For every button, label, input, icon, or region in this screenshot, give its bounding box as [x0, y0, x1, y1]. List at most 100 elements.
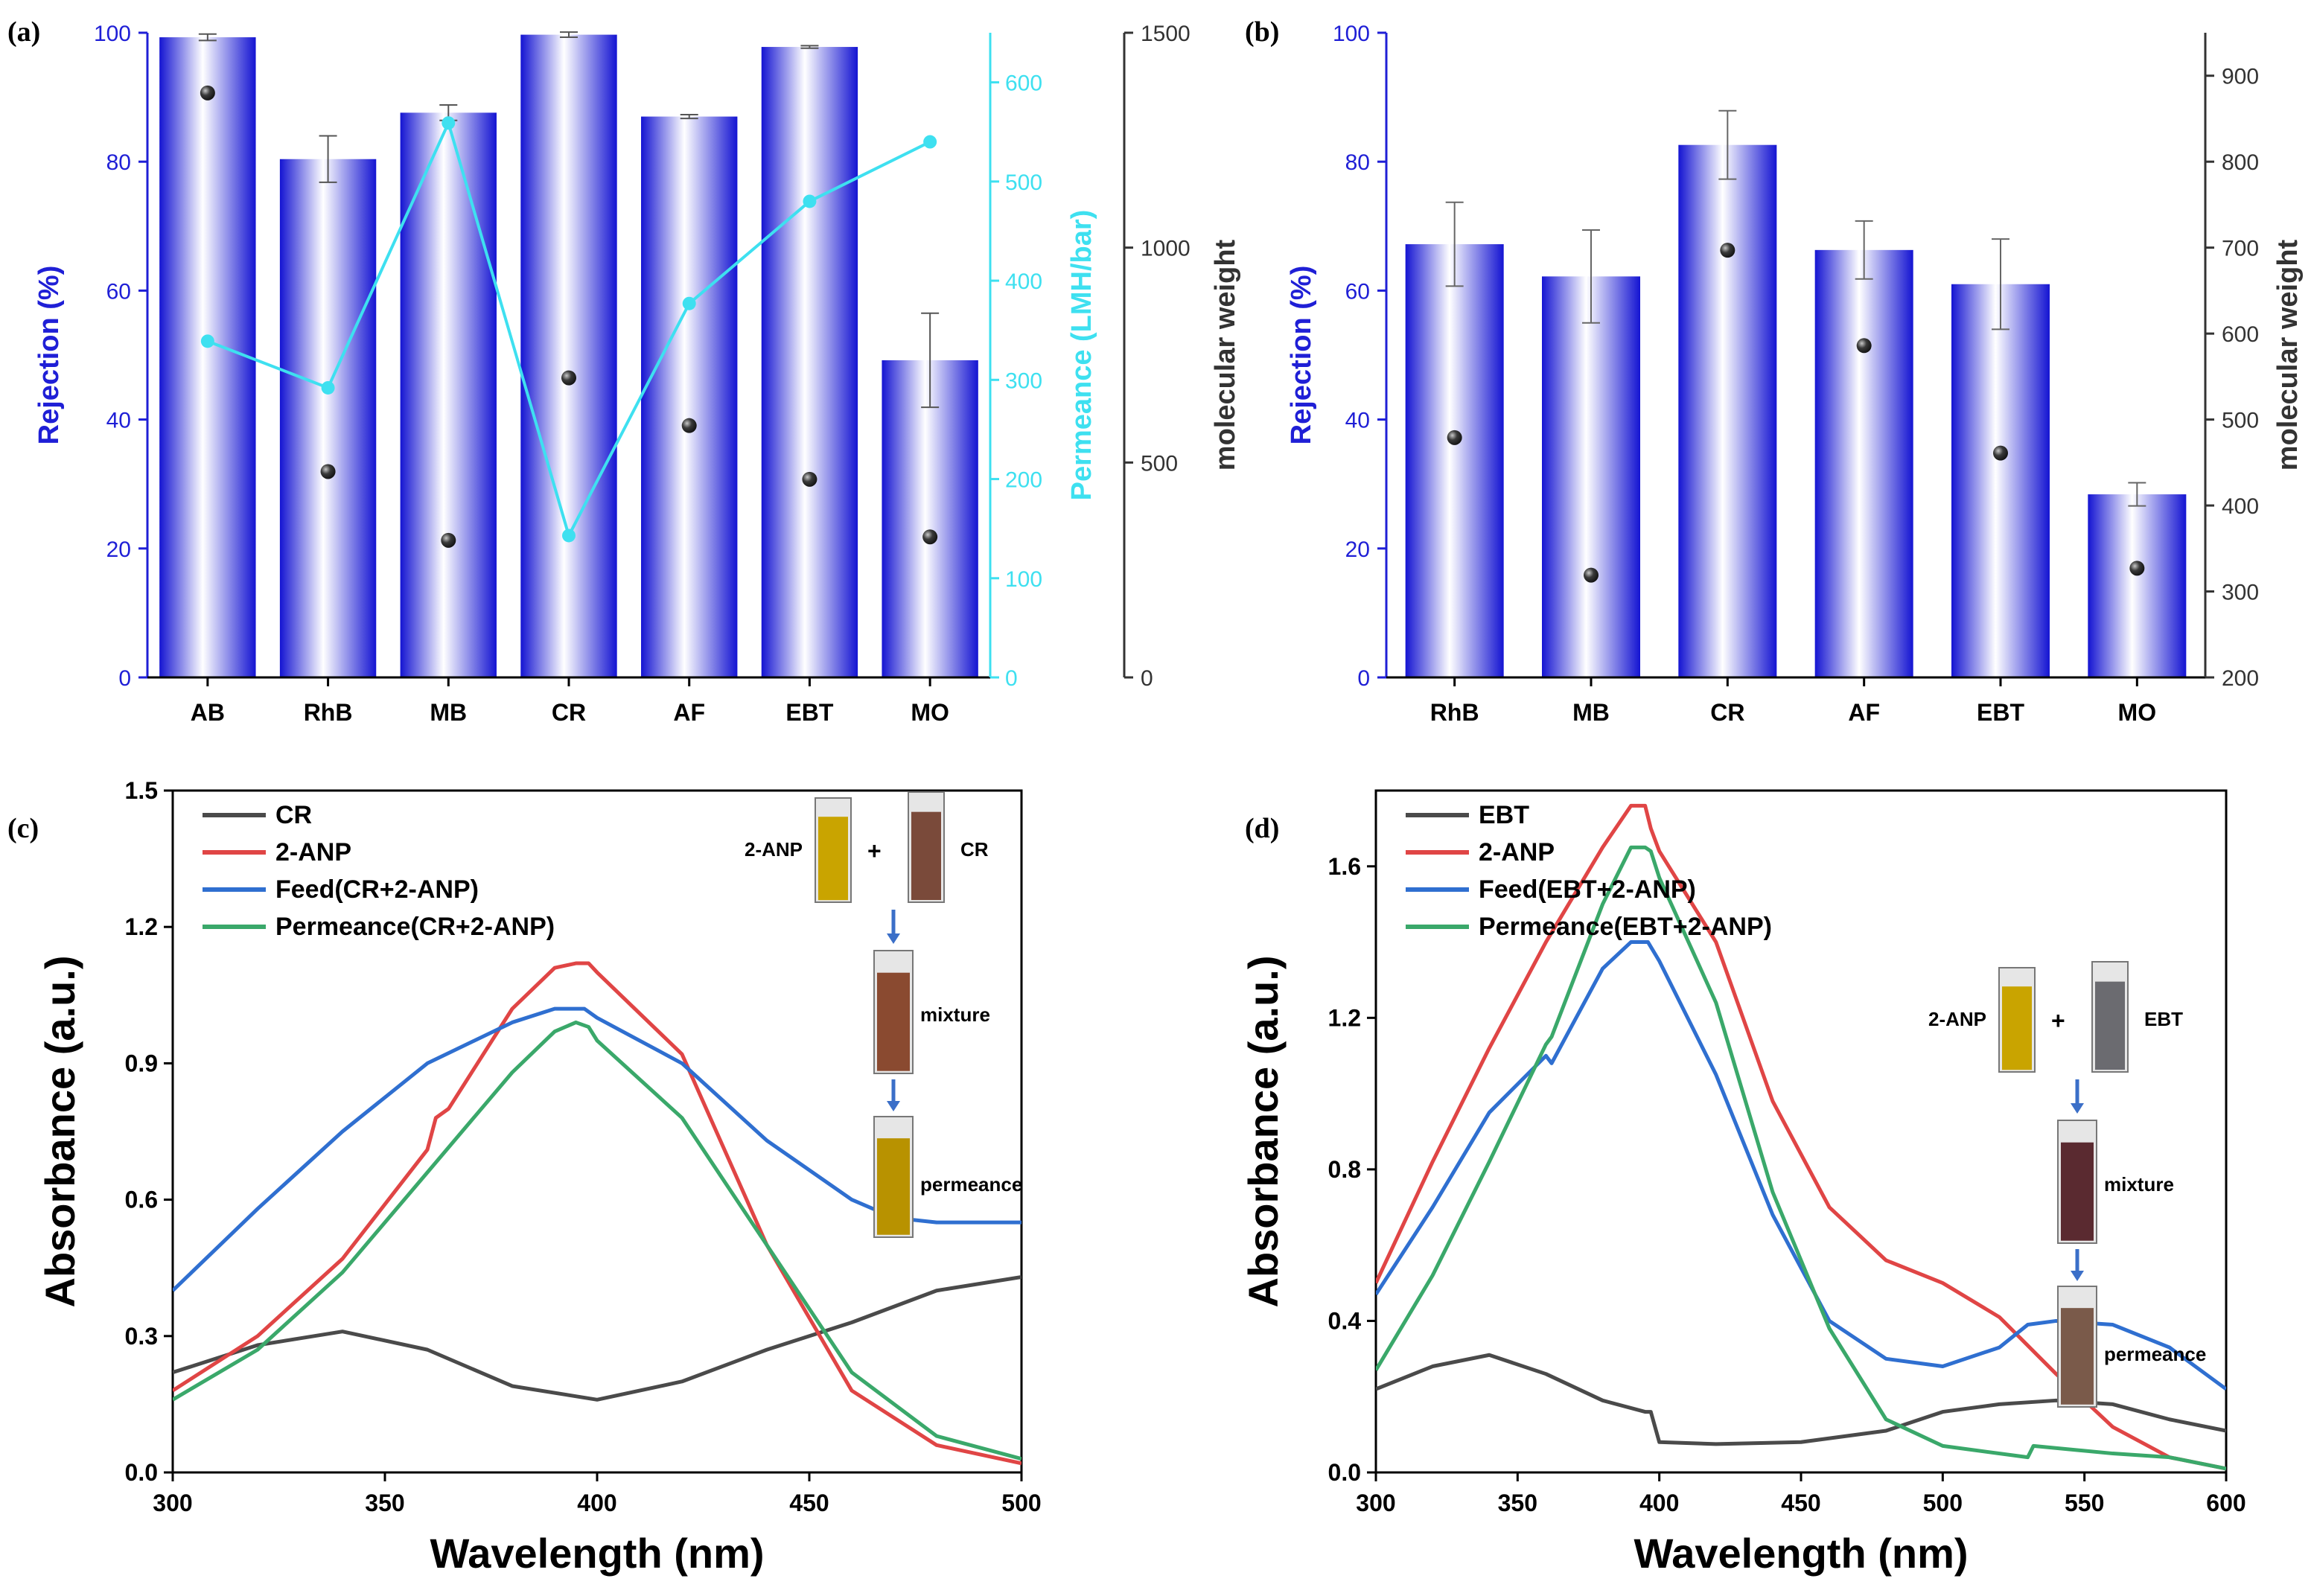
molecular-weight-point	[802, 471, 817, 487]
panel-label: (a)	[7, 16, 40, 48]
molecular-weight-point	[320, 464, 336, 479]
inset-plus: +	[867, 837, 882, 864]
left-axis-label: Rejection (%)	[1286, 266, 1317, 445]
x-tick-label: MO	[2118, 699, 2157, 726]
mw-tick-label: 200	[2222, 666, 2259, 691]
y-tick-label: 0.8	[1328, 1156, 1361, 1183]
x-tick-label: 350	[365, 1490, 404, 1516]
molecular-weight-point	[200, 85, 215, 100]
vial-b-liquid	[2095, 981, 2125, 1070]
y-axis-label: Absorbance (a.u.)	[1240, 956, 1287, 1308]
legend-label: Feed(EBT+2-ANP)	[1479, 875, 1696, 904]
left-axis-label: Rejection (%)	[34, 266, 65, 445]
molecular-weight-point	[1584, 567, 1599, 583]
inset-label-b: CR	[960, 838, 989, 861]
legend-label: CR	[275, 801, 312, 829]
left-tick-label: 80	[1345, 150, 1370, 175]
permeance-tick-label: 100	[1005, 567, 1042, 592]
inset-mixture: mixture	[2104, 1173, 2174, 1196]
rejection-bar	[1951, 284, 2050, 677]
panel-d: (d) 300 350 400 450 500 550 600 0.0 0.4 0.8 1.2 1.6 W…	[1240, 789, 2246, 1577]
x-tick-label: 450	[789, 1490, 829, 1516]
vial-mixture-liquid	[877, 972, 910, 1071]
mw-tick-label: 1000	[1141, 237, 1191, 261]
x-tick-label: 450	[1781, 1490, 1820, 1516]
vial-b-liquid	[911, 811, 941, 901]
x-tick-label: AF	[1848, 699, 1880, 726]
molecular-weight-point	[1993, 445, 2008, 461]
x-tick-label: 350	[1498, 1490, 1537, 1516]
molecular-weight-point	[1856, 338, 1872, 354]
panel-b: (b) 0 20 40 60 80 100 Rejection (%) RhB MB CR AF EBT…	[1245, 16, 2304, 726]
x-tick-label: RhB	[304, 699, 353, 726]
molecular-weight-point	[441, 532, 456, 548]
permeance-point	[562, 529, 576, 543]
rejection-bar	[641, 116, 738, 677]
rejection-bar	[1542, 276, 1640, 677]
permeance-tick-label: 600	[1005, 71, 1042, 96]
permeance-tick-label: 400	[1005, 269, 1042, 294]
mw-tick-label: 900	[2222, 65, 2259, 89]
panel-label: (d)	[1245, 813, 1279, 844]
molecular-weight-point	[2129, 561, 2145, 576]
x-tick-label: MO	[911, 699, 949, 726]
inset-plus: +	[2051, 1007, 2065, 1034]
x-tick-label: 500	[1001, 1490, 1041, 1516]
panel-label: (b)	[1245, 16, 1279, 48]
legend-label: 2-ANP	[275, 838, 351, 866]
x-tick-label: 300	[1356, 1490, 1395, 1516]
legend-label: EBT	[1479, 801, 1529, 829]
left-tick-label: 40	[1345, 409, 1370, 433]
arrow-head	[887, 933, 900, 944]
legend-label: Permeance(EBT+2-ANP)	[1479, 913, 1772, 941]
inset-permeance: permeance	[2104, 1343, 2206, 1365]
x-tick-label: EBT	[785, 699, 833, 726]
mw-tick-label: 300	[2222, 581, 2259, 605]
vial-2anp-liquid	[2002, 986, 2032, 1070]
rejection-bar	[882, 360, 978, 677]
permeance-point	[803, 194, 817, 208]
arrow-head	[2071, 1103, 2084, 1114]
x-tick-label: 500	[1923, 1490, 1963, 1516]
left-tick-label: 0	[1357, 666, 1370, 691]
y-axis-label: Absorbance (a.u.)	[36, 956, 83, 1308]
y-tick-label: 0.4	[1328, 1307, 1362, 1334]
arrow-head	[2071, 1271, 2084, 1281]
rejection-bar	[400, 112, 497, 677]
left-tick-label: 80	[106, 150, 131, 175]
x-tick-label: 300	[153, 1490, 192, 1516]
x-axis-label: Wavelength (nm)	[430, 1530, 764, 1577]
series-line-1	[1376, 803, 2226, 1471]
molecular-weight-point	[561, 370, 576, 386]
rejection-bar	[1405, 244, 1504, 678]
left-tick-label: 100	[1333, 22, 1370, 46]
x-tick-label: MB	[430, 699, 467, 726]
y-tick-label: 0.0	[1328, 1459, 1361, 1486]
inset-mixture: mixture	[920, 1003, 990, 1026]
molecular-weight-point	[681, 418, 697, 433]
legend-label: Feed(CR+2-ANP)	[275, 875, 479, 904]
mw-tick-label: 0	[1141, 666, 1153, 691]
molecular-weight-point	[922, 529, 938, 545]
permeance-point	[321, 380, 335, 395]
series-line-3	[1376, 845, 2226, 1471]
y-tick-label: 0.9	[125, 1050, 158, 1076]
y-tick-label: 1.5	[125, 777, 158, 804]
x-axis-label: Wavelength (nm)	[1633, 1530, 1968, 1577]
x-tick-label: 600	[2206, 1490, 2246, 1516]
series-line-1	[173, 961, 1021, 1466]
mw-tick-label: 400	[2222, 494, 2259, 519]
y-tick-label: 0.3	[125, 1323, 158, 1350]
permeance-axis-label: Permeance (LMH/bar)	[1066, 210, 1097, 501]
permeance-point	[923, 135, 937, 149]
rejection-bar	[159, 37, 256, 677]
rejection-bar	[2088, 494, 2187, 677]
series-line-2	[1376, 940, 2226, 1391]
legend-label: 2-ANP	[1479, 838, 1555, 866]
arrow-head	[887, 1101, 900, 1111]
rejection-bar	[761, 47, 858, 677]
inset-label-a: 2-ANP	[1928, 1008, 1986, 1030]
y-tick-label: 1.6	[1328, 853, 1361, 880]
mw-tick-label: 800	[2222, 150, 2259, 175]
permeance-point	[682, 296, 696, 310]
